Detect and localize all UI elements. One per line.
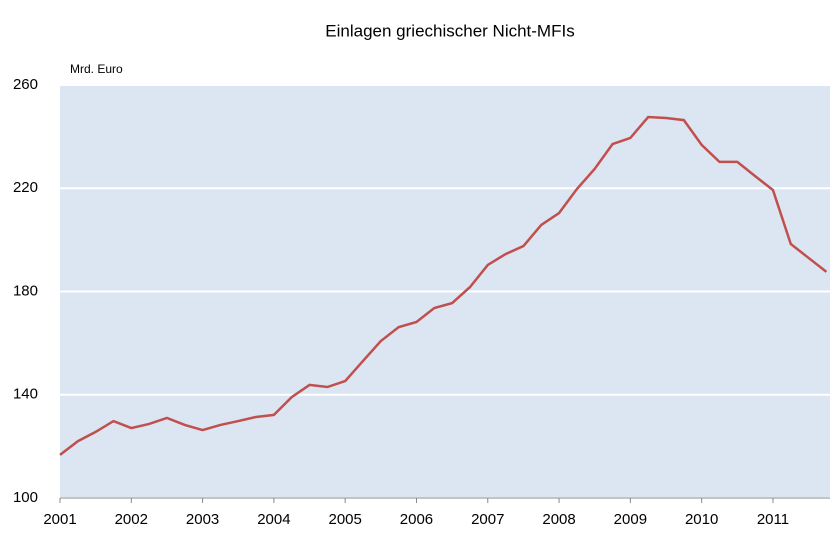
unit-label: Mrd. Euro [70, 62, 123, 76]
x-tick-label: 2002 [115, 511, 148, 528]
x-tick-label: 2004 [257, 511, 290, 528]
x-tick-label: 2007 [471, 511, 504, 528]
y-tick-label: 260 [13, 76, 38, 93]
x-tick-label: 2011 [757, 511, 789, 528]
chart-title: Einlagen griechischer Nicht-MFIs [325, 21, 574, 40]
y-tick-label: 220 [13, 179, 38, 196]
x-tick-label: 2003 [186, 511, 219, 528]
x-tick-label: 2005 [328, 511, 361, 528]
x-tick-label: 2006 [400, 511, 433, 528]
x-tick-label: 2010 [685, 511, 718, 528]
y-tick-label: 180 [13, 282, 38, 299]
line-series [59, 115, 828, 456]
x-tick-label: 2008 [542, 511, 575, 528]
y-tick-label: 100 [13, 489, 38, 506]
y-tick-label: 140 [13, 386, 38, 403]
x-tick-label: 2001 [43, 511, 76, 528]
x-tick-label: 2009 [614, 511, 647, 528]
